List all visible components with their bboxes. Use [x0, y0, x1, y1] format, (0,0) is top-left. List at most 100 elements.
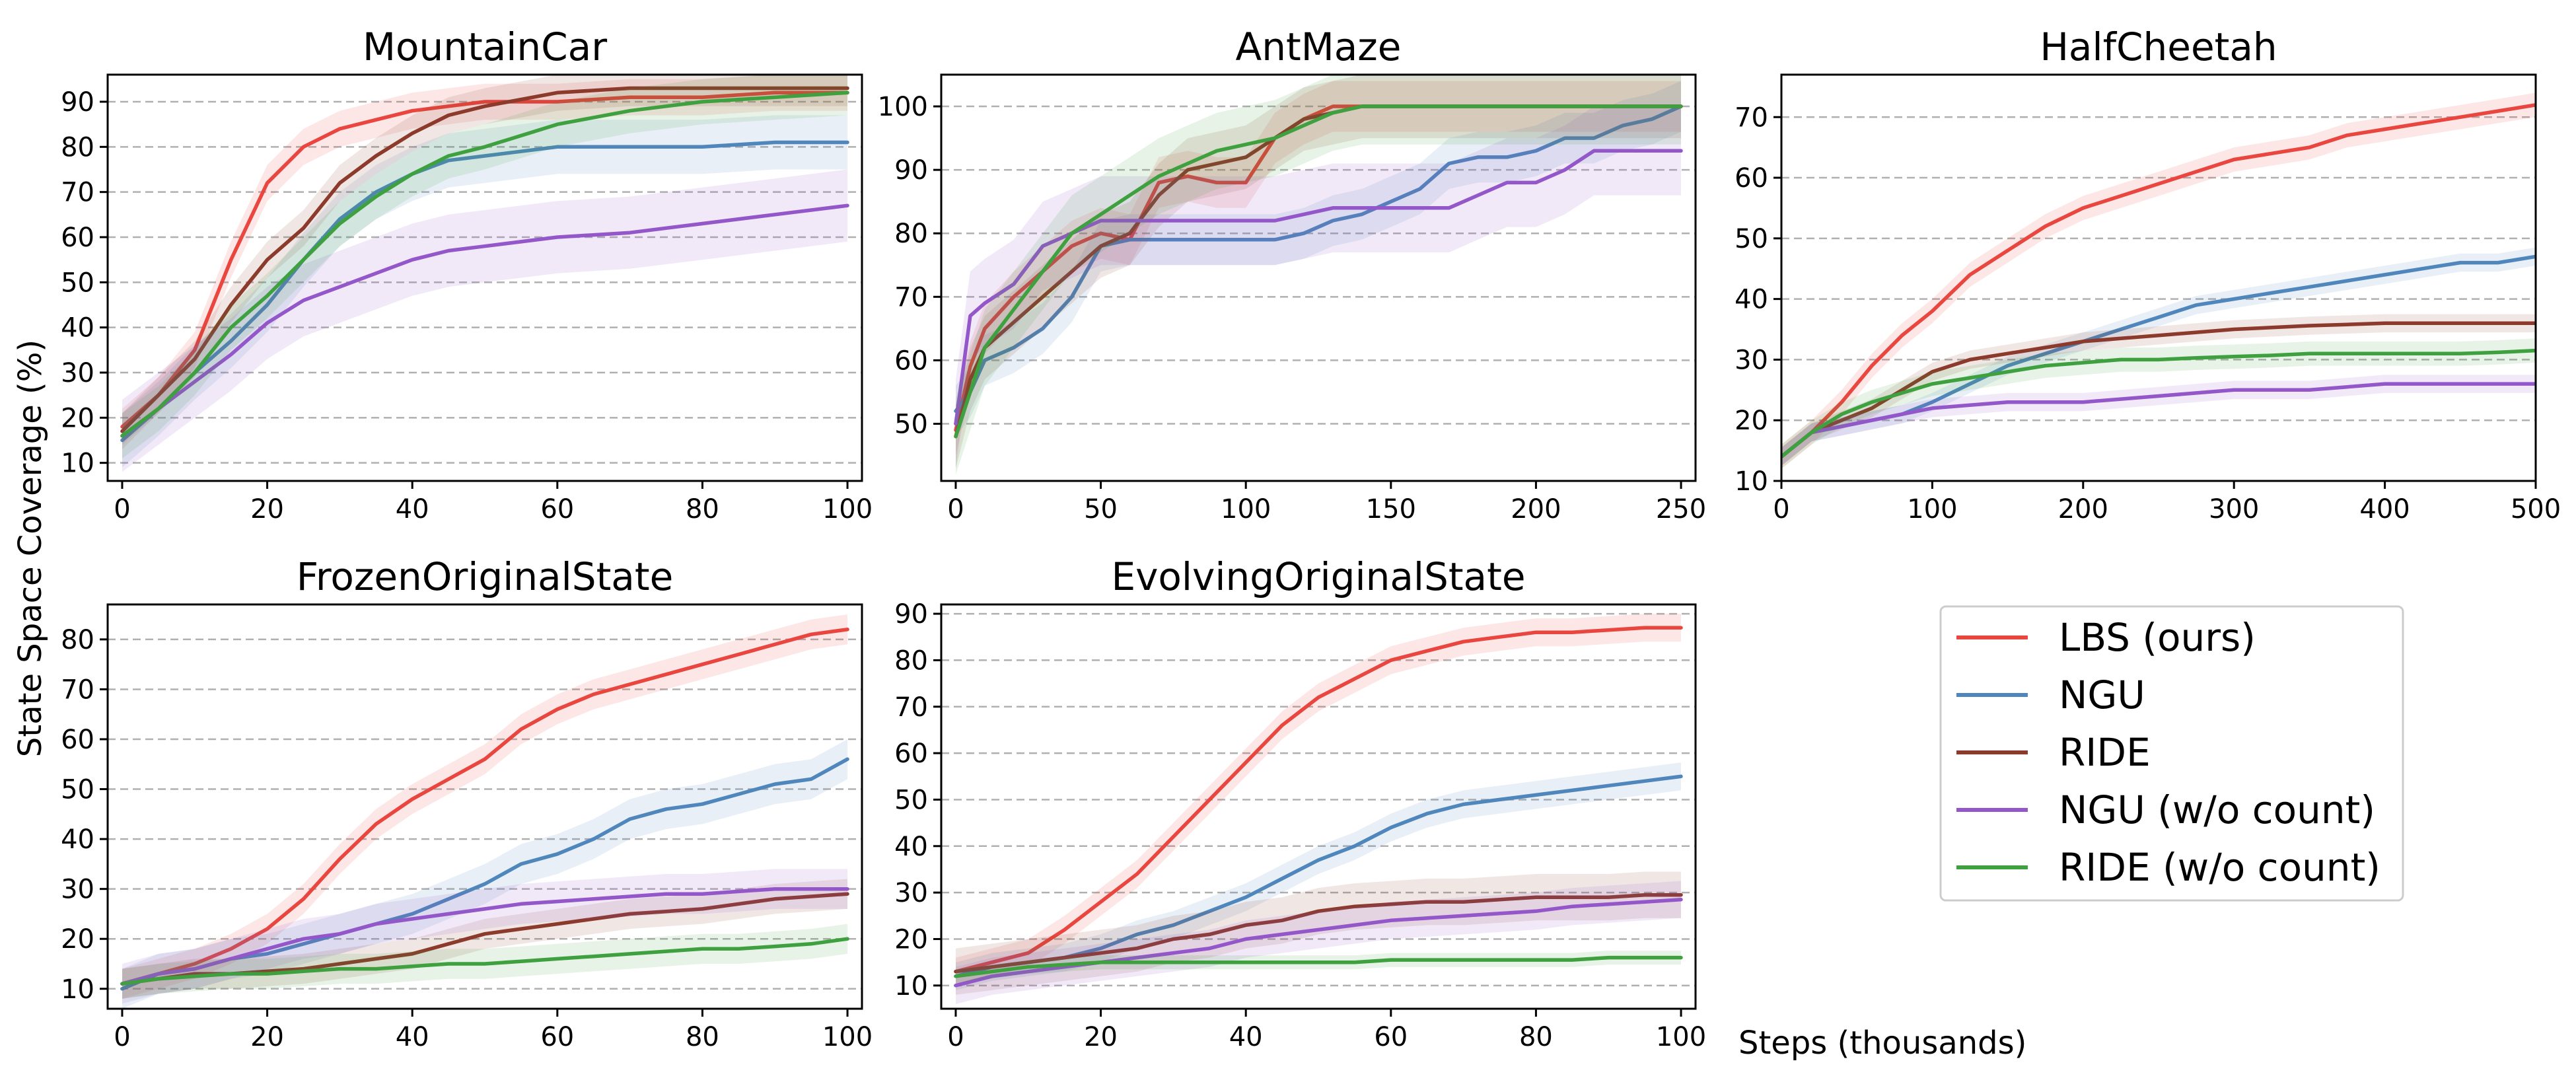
legend-item-ngu-w-o-count: NGU (w/o count): [1956, 787, 2375, 832]
y-axis-label: State Space Coverage (%): [12, 340, 49, 757]
y-tick-label: 70: [61, 674, 94, 705]
y-tick-label: 80: [61, 132, 94, 163]
y-tick-label: 80: [894, 219, 928, 249]
y-tick-label: 100: [878, 92, 928, 122]
y-tick-label: 70: [894, 282, 928, 312]
series-group: [1781, 92, 2536, 469]
x-axis-label: Steps (thousands): [1738, 1025, 2026, 1062]
x-tick-label: 60: [1374, 1022, 1408, 1052]
line-lbs-ours: [120, 91, 849, 429]
x-tick-label: 100: [1221, 494, 1271, 525]
panel-title: EvolvingOriginalState: [1111, 554, 1525, 599]
x-tick-label: 100: [1656, 1022, 1706, 1052]
x-tick-label: 500: [2511, 494, 2561, 525]
y-tick-label: 80: [61, 625, 94, 655]
legend-item-lbs-ours: LBS (ours): [1956, 615, 2256, 660]
y-tick-label: 40: [894, 832, 928, 862]
y-tick-label: 10: [61, 974, 94, 1005]
x-tick-label: 20: [1084, 1022, 1118, 1052]
legend-label: LBS (ours): [2059, 615, 2256, 660]
x-tick-label: 200: [1511, 494, 1561, 525]
y-tick-label: 60: [61, 223, 94, 253]
band-lbs-ours: [956, 614, 1681, 986]
panel-title: FrozenOriginalState: [297, 554, 674, 599]
band-ride-w-o-count: [122, 75, 847, 458]
y-tick-label: 90: [894, 155, 928, 186]
panel-evolvingoriginalstate: 10 20 30 40 50 60 70 80 90 0 20 40 60 80 100 EvolvingOr…: [894, 554, 1706, 1052]
line-ride-w-o-count: [954, 104, 1683, 439]
y-tick-label: 40: [61, 313, 94, 344]
band-ngu-w-o-count: [122, 169, 847, 472]
line-lbs-ours: [1781, 103, 2536, 459]
legend-label: RIDE: [2059, 730, 2151, 775]
band-lbs-ours: [956, 81, 1681, 456]
x-tick-label: 100: [822, 494, 873, 525]
line-ngu-w-o-count: [954, 149, 1683, 426]
plot-frame: [1780, 73, 2537, 482]
x-tick-label: 80: [686, 494, 719, 525]
band-ride-w-o-count: [122, 924, 847, 999]
x-tick-label: 250: [1656, 494, 1706, 525]
series-group: [120, 614, 849, 1009]
x-tick-label: 60: [540, 494, 574, 525]
line-ngu: [120, 140, 849, 443]
y-tick-label: 60: [894, 345, 928, 376]
y-tick-label: 10: [1735, 466, 1768, 497]
x-tick-label: 40: [396, 1022, 429, 1052]
plot-frame: [940, 73, 1697, 482]
y-tick-label: 10: [894, 971, 928, 1001]
legend-label: NGU: [2059, 672, 2145, 717]
y-tick-label: 20: [61, 403, 94, 433]
y-tick-label: 30: [894, 878, 928, 908]
y-tick-label: 60: [61, 725, 94, 755]
line-ride: [954, 892, 1683, 974]
x-tick-label: 20: [250, 494, 284, 525]
legend-box: [1939, 605, 2404, 902]
y-tick-label: 10: [61, 449, 94, 479]
y-tick-label: 50: [894, 785, 928, 815]
series-group: [954, 614, 1683, 1004]
band-ngu: [956, 81, 1681, 437]
y-tick-label: 50: [894, 410, 928, 440]
y-tick-label: 30: [61, 875, 94, 905]
legend-label: RIDE (w/o count): [2059, 845, 2380, 890]
x-tick-label: 100: [822, 1022, 873, 1052]
legend-label: NGU (w/o count): [2059, 787, 2375, 832]
x-tick-label: 80: [686, 1022, 719, 1052]
line-ride-w-o-count: [120, 937, 849, 986]
x-tick-label: 0: [114, 1022, 130, 1052]
x-tick-label: 60: [540, 1022, 574, 1052]
series-group: [120, 75, 849, 472]
x-tick-label: 40: [1229, 1022, 1263, 1052]
y-tick-label: 20: [61, 924, 94, 955]
band-ride-w-o-count: [956, 75, 1681, 475]
y-tick-label: 80: [894, 645, 928, 676]
band-ride-w-o-count: [1781, 338, 2536, 469]
line-ngu-w-o-count: [120, 887, 849, 986]
x-tick-label: 20: [250, 1022, 284, 1052]
legend: LBS (ours) NGU RIDE NGU (w/o count) RIDE (w/…: [1939, 605, 2404, 902]
y-tick-label: 60: [1735, 163, 1768, 194]
line-lbs-ours: [120, 628, 849, 986]
band-ngu: [1781, 247, 2536, 466]
plot-frame: [106, 73, 863, 482]
line-ngu-w-o-count: [1781, 382, 2536, 459]
panel-antmaze: 50 60 70 80 90 100 0 50 100 150 200 250 AntMaze: [878, 24, 1707, 525]
band-ngu: [122, 115, 847, 468]
y-tick-label: 70: [61, 178, 94, 208]
panel-title: AntMaze: [1236, 24, 1402, 69]
series-group: [954, 75, 1683, 475]
plot-frame: [106, 603, 863, 1010]
band-ride: [956, 75, 1681, 468]
band-lbs-ours: [122, 614, 847, 999]
y-tick-label: 40: [61, 824, 94, 855]
band-ngu-w-o-count: [122, 869, 847, 1004]
legend-item-ngu: NGU: [1956, 672, 2145, 717]
line-lbs-ours: [954, 626, 1683, 974]
y-tick-label: 20: [894, 924, 928, 955]
x-tick-label: 0: [1773, 494, 1789, 525]
line-ride-w-o-count: [120, 91, 849, 438]
x-tick-label: 300: [2209, 494, 2259, 525]
x-tick-label: 40: [396, 494, 429, 525]
